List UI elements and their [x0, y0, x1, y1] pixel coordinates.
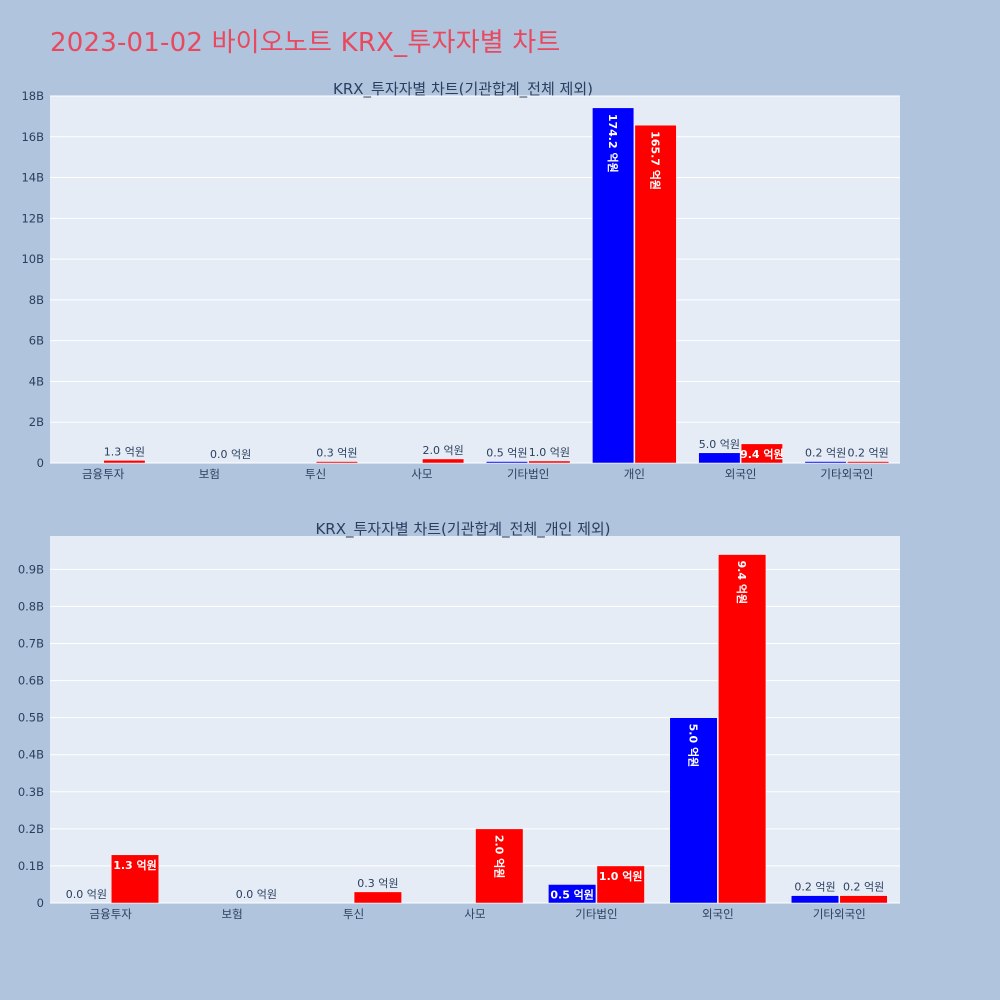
bar-value-label: 0.5 억원: [550, 887, 594, 901]
bar-value-label: 0.2 억원: [794, 881, 835, 894]
bar-value-label: 5.0 억원: [687, 724, 701, 768]
y-tick-label: 0.9B: [18, 562, 44, 576]
x-tick-label: 기타외국인: [820, 467, 873, 481]
bar: [475, 828, 524, 904]
bar: [669, 717, 718, 904]
y-tick-label: 0.7B: [18, 637, 44, 651]
bar-value-label: 1.0 억원: [529, 446, 570, 459]
bar-value-label: 174.2 억원: [606, 114, 620, 173]
bar: [804, 461, 847, 464]
bar-value-label: 5.0 억원: [699, 438, 740, 451]
bar: [847, 461, 890, 464]
y-tick-label: 18B: [21, 89, 44, 103]
page-title: 2023-01-02 바이오노트 KRX_투자자별 차트: [50, 28, 561, 58]
bottom-investor-bar-chart: KRX_투자자별 차트(기관합계_전체_개인 제외) 0 0.1B 0.2B 0.3B 0…: [18, 520, 900, 921]
y-tick-label: 0: [37, 896, 44, 910]
x-tick-label: 보험: [199, 467, 220, 481]
bar: [718, 554, 767, 904]
bar-value-label: 9.4 억원: [740, 447, 784, 461]
bar: [315, 461, 358, 464]
x-tick-label: 사모: [464, 907, 485, 921]
y-tick-label: 0.3B: [18, 785, 44, 799]
y-tick-label: 0.2B: [18, 822, 44, 836]
bar-value-label: 9.4 억원: [735, 561, 749, 605]
x-tick-label: 기타법인: [575, 907, 617, 921]
bar-value-label: 0.0 억원: [66, 888, 107, 901]
x-tick-label: 외국인: [702, 907, 734, 921]
x-tick-label: 외국인: [725, 467, 757, 481]
bar-value-label: 1.0 억원: [599, 869, 643, 883]
bar-value-label: 0.2 억원: [805, 447, 846, 460]
y-tick-label: 16B: [21, 130, 44, 144]
bar-value-label: 1.3 억원: [104, 445, 145, 458]
bar-value-label: 165.7 억원: [649, 131, 663, 190]
x-tick-label: 투신: [343, 907, 364, 921]
bar: [548, 884, 597, 904]
y-tick-label: 0.6B: [18, 674, 44, 688]
x-tick-label: 기타외국인: [813, 907, 866, 921]
x-tick-label: 금융투자: [82, 467, 125, 481]
y-tick-label: 2B: [29, 415, 44, 429]
bar: [422, 458, 465, 464]
bar-value-label: 0.0 억원: [210, 448, 251, 461]
bar: [528, 460, 571, 464]
bar: [740, 443, 783, 464]
x-tick-label: 금융투자: [90, 907, 133, 921]
bar-value-label: 1.3 억원: [113, 858, 157, 872]
bar-value-label: 0.2 억원: [848, 447, 889, 460]
bar: [596, 865, 645, 904]
bar-value-label: 0.2 억원: [843, 881, 884, 894]
y-tick-label: 6B: [29, 334, 44, 348]
bar-value-label: 0.0 억원: [236, 888, 277, 901]
bar: [485, 461, 528, 464]
bar: [353, 891, 402, 904]
x-tick-label: 투신: [305, 467, 326, 481]
chart-title: KRX_투자자별 차트(기관합계_전체 제외): [333, 80, 593, 99]
y-tick-label: 0.4B: [18, 748, 44, 762]
bar: [103, 460, 146, 464]
top-investor-bar-chart: KRX_투자자별 차트(기관합계_전체 제외) 0 2B 4B 6B 8B 10B 12B 14…: [21, 80, 900, 481]
plot-area: [50, 96, 900, 463]
bar: [839, 895, 888, 904]
x-tick-label: 개인: [624, 467, 645, 481]
plot-area: [50, 536, 900, 903]
bar: [790, 895, 840, 904]
bar: [634, 124, 677, 464]
chart-title: KRX_투자자별 차트(기관합계_전체_개인 제외): [315, 520, 610, 539]
y-tick-label: 10B: [21, 252, 44, 266]
y-tick-label: 0.5B: [18, 711, 44, 725]
y-tick-label: 4B: [29, 374, 44, 388]
bar: [110, 854, 160, 904]
bar: [592, 107, 635, 464]
y-tick-label: 0.8B: [18, 599, 44, 613]
x-tick-label: 기타법인: [507, 467, 549, 481]
bar-value-label: 0.5 억원: [486, 447, 527, 460]
bar-value-label: 2.0 억원: [423, 444, 464, 457]
y-tick-label: 0: [37, 456, 44, 470]
y-tick-label: 12B: [21, 211, 44, 225]
bar-value-label: 2.0 억원: [492, 835, 506, 879]
bar: [698, 452, 741, 464]
bar-value-label: 0.3 억원: [316, 447, 357, 460]
x-tick-label: 사모: [411, 467, 432, 481]
x-tick-label: 보험: [222, 907, 243, 921]
y-tick-label: 0.1B: [18, 859, 44, 873]
y-tick-label: 8B: [29, 293, 44, 307]
bar-value-label: 0.3 억원: [357, 877, 398, 890]
y-tick-label: 14B: [21, 171, 44, 185]
